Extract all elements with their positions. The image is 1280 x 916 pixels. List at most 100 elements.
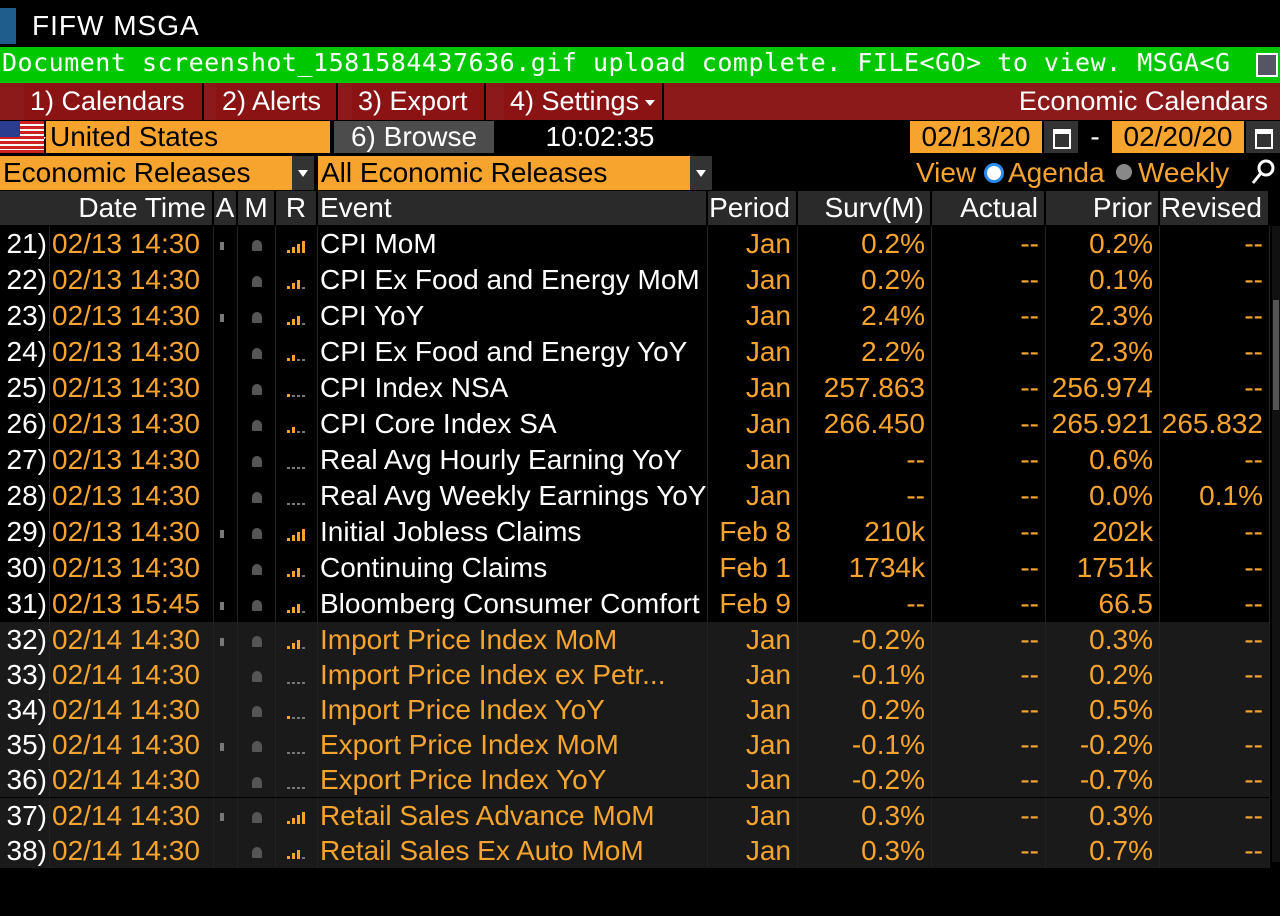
row-event[interactable]: Import Price Index YoY [318, 692, 708, 728]
row-event[interactable]: Continuing Claims [318, 550, 708, 586]
table-row[interactable]: 22) 02/13 14:30 CPI Ex Food and Energy MoM… [0, 262, 1270, 298]
row-audio[interactable] [214, 478, 238, 514]
table-row[interactable]: 30) 02/13 14:30 Continuing Claims Feb 1 1734… [0, 550, 1270, 586]
search-icon[interactable] [1250, 157, 1278, 187]
column-header-relevance[interactable]: R [276, 191, 318, 225]
menu-calendars[interactable]: 1) Calendars [24, 83, 204, 143]
row-event[interactable]: Import Price Index MoM [318, 622, 708, 658]
row-event[interactable]: Retail Sales Ex Auto MoM [318, 832, 708, 868]
table-row[interactable]: 33) 02/14 14:30 Import Price Index ex Petr… [0, 657, 1270, 693]
row-event[interactable]: CPI Core Index SA [318, 406, 708, 442]
row-alert[interactable] [238, 406, 276, 442]
row-event[interactable]: Retail Sales Advance MoM [318, 797, 708, 833]
release-filter-dropdown[interactable]: All Economic Releases [318, 156, 690, 190]
view-agenda-label[interactable]: Agenda [1008, 157, 1105, 188]
message-expand-button[interactable] [1250, 47, 1280, 83]
table-row[interactable]: 23) 02/13 14:30 CPI YoY Jan 2.4% -- 2.3% -- [0, 298, 1270, 334]
table-row[interactable]: 27) 02/13 14:30 Real Avg Hourly Earning Yo… [0, 442, 1270, 478]
row-event[interactable]: CPI Ex Food and Energy MoM [318, 262, 708, 298]
table-row[interactable]: 36) 02/14 14:30 Export Price Index YoY Jan -… [0, 762, 1270, 798]
row-audio[interactable] [214, 692, 238, 728]
row-event[interactable]: Import Price Index ex Petr... [318, 657, 708, 693]
row-alert[interactable] [238, 586, 276, 622]
row-audio[interactable] [214, 797, 238, 833]
browse-button[interactable]: 6) Browse [334, 121, 494, 153]
table-row[interactable]: 28) 02/13 14:30 Real Avg Weekly Earnings Y… [0, 478, 1270, 514]
row-alert[interactable] [238, 692, 276, 728]
column-header-period[interactable]: Period [708, 191, 798, 225]
row-alert[interactable] [238, 657, 276, 693]
row-alert[interactable] [238, 550, 276, 586]
row-event[interactable]: Real Avg Hourly Earning YoY [318, 442, 708, 478]
row-alert[interactable] [238, 298, 276, 334]
end-date-field[interactable]: 02/20/20 [1112, 121, 1244, 153]
row-audio[interactable] [214, 262, 238, 298]
row-event[interactable]: Real Avg Weekly Earnings YoY [318, 478, 708, 514]
end-date-picker-button[interactable] [1246, 121, 1280, 153]
country-field[interactable]: United States [46, 121, 330, 153]
table-row[interactable]: 34) 02/14 14:30 Import Price Index YoY Jan 0… [0, 692, 1270, 728]
row-event[interactable]: Initial Jobless Claims [318, 514, 708, 550]
row-event[interactable]: Export Price Index MoM [318, 727, 708, 763]
view-weekly-radio[interactable] [1116, 164, 1132, 180]
column-header-actual[interactable]: Actual [932, 191, 1046, 225]
row-alert[interactable] [238, 442, 276, 478]
row-audio[interactable] [214, 832, 238, 868]
row-event[interactable]: CPI YoY [318, 298, 708, 334]
table-row[interactable]: 37) 02/14 14:30 Retail Sales Advance MoM Ja… [0, 797, 1270, 833]
menu-alerts[interactable]: 2) Alerts [216, 83, 338, 120]
release-filter-dropdown-button[interactable] [690, 156, 712, 190]
column-header-audio[interactable]: A [214, 191, 238, 225]
menu-export[interactable]: 3) Export [352, 83, 486, 143]
scrollbar[interactable] [1272, 226, 1280, 862]
message-text[interactable]: Document screenshot_1581584437636.gif up… [2, 48, 1231, 77]
column-header-date-time[interactable]: Date Time [0, 191, 214, 225]
column-header-monitor[interactable]: M [238, 191, 276, 225]
table-row[interactable]: 31) 02/13 15:45 Bloomberg Consumer Comfort… [0, 586, 1270, 622]
row-audio[interactable] [214, 370, 238, 406]
view-agenda-radio[interactable] [984, 163, 1004, 183]
row-alert[interactable] [238, 762, 276, 798]
table-row[interactable]: 25) 02/13 14:30 CPI Index NSA Jan 257.863 -- 2… [0, 370, 1270, 406]
row-audio[interactable] [214, 762, 238, 798]
row-alert[interactable] [238, 622, 276, 658]
row-audio[interactable] [214, 334, 238, 370]
row-alert[interactable] [238, 727, 276, 763]
row-audio[interactable] [214, 657, 238, 693]
view-weekly-label[interactable]: Weekly [1138, 157, 1230, 188]
column-header-survey[interactable]: Surv(M) [798, 191, 932, 225]
column-header-revised[interactable]: Revised [1160, 191, 1270, 225]
start-date-field[interactable]: 02/13/20 [910, 121, 1042, 153]
menu-settings[interactable]: 4) Settings [504, 83, 664, 120]
table-row[interactable]: 29) 02/13 14:30 Initial Jobless Claims Feb … [0, 514, 1270, 550]
scrollbar-thumb[interactable] [1273, 300, 1279, 410]
row-alert[interactable] [238, 478, 276, 514]
table-row[interactable]: 35) 02/14 14:30 Export Price Index MoM Jan -… [0, 727, 1270, 763]
row-audio[interactable] [214, 226, 238, 262]
row-audio[interactable] [214, 727, 238, 763]
row-audio[interactable] [214, 586, 238, 622]
column-header-event[interactable]: Event [318, 191, 708, 225]
row-alert[interactable] [238, 334, 276, 370]
row-audio[interactable] [214, 442, 238, 478]
release-type-dropdown[interactable]: Economic Releases [0, 156, 292, 190]
row-event[interactable]: Bloomberg Consumer Comfort [318, 586, 708, 622]
row-audio[interactable] [214, 298, 238, 334]
table-row[interactable]: 24) 02/13 14:30 CPI Ex Food and Energy YoY… [0, 334, 1270, 370]
row-alert[interactable] [238, 797, 276, 833]
row-audio[interactable] [214, 514, 238, 550]
row-audio[interactable] [214, 406, 238, 442]
table-row[interactable]: 32) 02/14 14:30 Import Price Index MoM Jan -… [0, 622, 1270, 658]
row-alert[interactable] [238, 832, 276, 868]
column-header-prior[interactable]: Prior [1046, 191, 1160, 225]
start-date-picker-button[interactable] [1044, 121, 1078, 153]
row-event[interactable]: CPI Ex Food and Energy YoY [318, 334, 708, 370]
table-row[interactable]: 38) 02/14 14:30 Retail Sales Ex Auto MoM Ja… [0, 832, 1270, 868]
row-alert[interactable] [238, 370, 276, 406]
row-alert[interactable] [238, 226, 276, 262]
row-event[interactable]: CPI Index NSA [318, 370, 708, 406]
row-alert[interactable] [238, 262, 276, 298]
release-type-dropdown-button[interactable] [292, 156, 314, 190]
row-event[interactable]: Export Price Index YoY [318, 762, 708, 798]
table-row[interactable]: 21) 02/13 14:30 CPI MoM Jan 0.2% -- 0.2% -- [0, 226, 1270, 262]
